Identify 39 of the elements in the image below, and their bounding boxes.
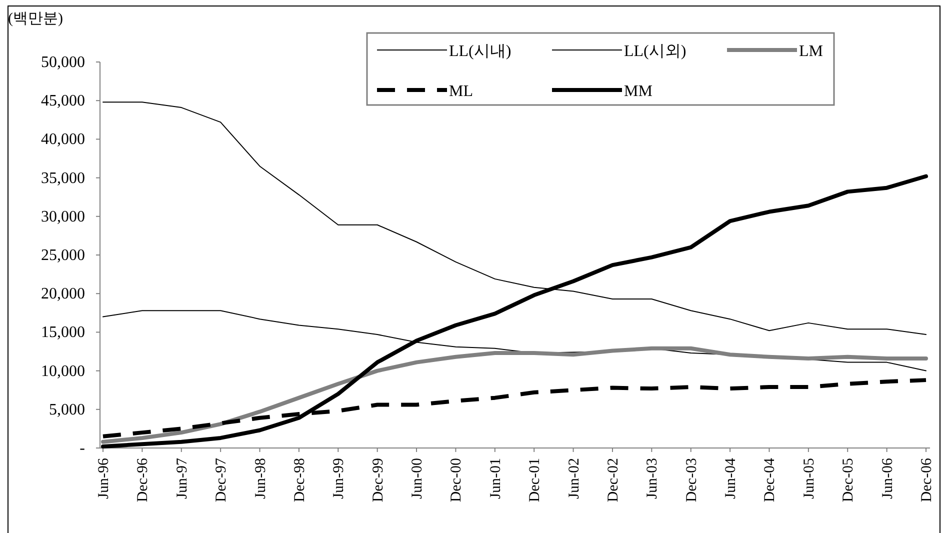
legend-label: ML — [449, 83, 473, 100]
x-tick-label: Jun-96 — [96, 458, 112, 499]
y-tick-label: 25,000 — [41, 247, 85, 264]
y-tick-label: 40,000 — [41, 131, 85, 148]
x-tick-label: Dec-05 — [840, 458, 857, 502]
y-tick-label: 35,000 — [41, 170, 85, 187]
x-tick-label: Jun-03 — [644, 458, 661, 499]
x-tick-label: Jun-02 — [566, 458, 582, 499]
y-tick-label: 20,000 — [41, 286, 85, 303]
x-tick-label: Dec-01 — [527, 458, 544, 502]
x-tick-label: Dec-99 — [370, 458, 386, 502]
x-tick-label: Dec-03 — [684, 458, 700, 502]
x-tick-label: Dec-97 — [214, 458, 230, 502]
x-tick-label: Dec-04 — [762, 458, 778, 502]
x-tick-label: Dec-02 — [605, 458, 622, 502]
y-axis-title: (백만분) — [8, 11, 63, 27]
x-tick-label: Jun-04 — [723, 458, 740, 499]
x-tick-label: Jun-01 — [488, 458, 504, 499]
x-tick-label: Jun-00 — [410, 458, 426, 499]
x-tick-label: Jun-06 — [880, 458, 896, 499]
x-tick-label: Dec-98 — [292, 458, 308, 502]
x-tick-label: Jun-98 — [252, 458, 269, 499]
y-tick-label: - — [80, 440, 85, 457]
y-tick-label: 5,000 — [49, 401, 85, 418]
x-tick-label: Jun-99 — [331, 458, 348, 499]
x-tick-label: Dec-06 — [919, 458, 935, 502]
x-tick-label: Dec-96 — [135, 458, 152, 502]
y-tick-label: 15,000 — [41, 324, 85, 342]
legend-label: LM — [799, 43, 823, 60]
y-tick-label: 30,000 — [41, 208, 85, 226]
y-tick-label: 10,000 — [41, 362, 85, 380]
legend-label: LL(시내) — [449, 43, 512, 60]
legend-label: MM — [624, 83, 652, 100]
legend-label: LL(시외) — [624, 43, 686, 60]
y-tick-label: 45,000 — [41, 92, 85, 110]
x-tick-label: Dec-00 — [448, 458, 465, 502]
y-tick-label: 50,000 — [41, 54, 85, 71]
x-tick-label: Jun-05 — [801, 458, 818, 499]
x-tick-label: Jun-97 — [174, 458, 190, 499]
